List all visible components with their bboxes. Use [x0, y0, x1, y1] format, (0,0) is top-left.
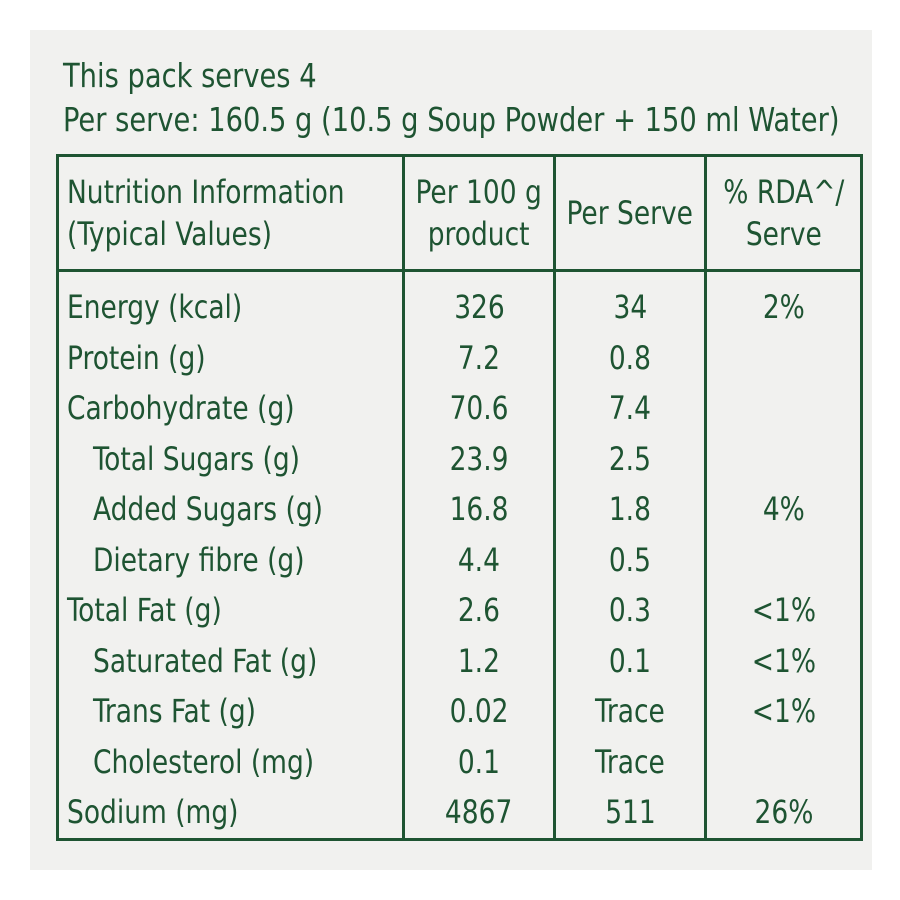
per-100g-value: 16.8	[449, 490, 509, 529]
per-serve-value: 1.8	[608, 490, 652, 529]
table-row-dietary-fibre: Dietary fibre (g) 4.4 0.5	[56, 534, 863, 585]
pack-serves-text: This pack serves 4	[63, 56, 317, 95]
nutrition-table: Nutrition Information (Typical Values) Pe…	[56, 154, 863, 841]
per-serve-value: 34	[613, 288, 647, 327]
rda-value: <1%	[751, 591, 816, 630]
rda-value: 4%	[762, 490, 805, 529]
per-100g-value: 70.6	[449, 389, 509, 428]
nutrient-name: Saturated Fat (g)	[93, 641, 318, 680]
rda-value: <1%	[751, 692, 816, 731]
per-serve-value: Trace	[595, 742, 665, 781]
nutrient-name: Total Sugars (g)	[93, 439, 300, 478]
table-header-row: Nutrition Information (Typical Values) Pe…	[56, 154, 863, 272]
per-100g-value: 4867	[445, 793, 513, 832]
per-serve-value: 0.8	[608, 338, 652, 377]
rda-value: 2%	[762, 288, 805, 327]
serving-info: This pack serves 4 Per serve: 160.5 g (1…	[63, 54, 840, 142]
per-serve-text: Per serve: 160.5 g (10.5 g Soup Powder +…	[63, 100, 840, 139]
nutrient-name: Energy (kcal)	[67, 288, 243, 327]
nutrient-name: Cholesterol (mg)	[93, 742, 315, 781]
table-row-sodium: Sodium (mg) 4867 511 26%	[56, 787, 863, 841]
table-row-protein: Protein (g) 7.2 0.8	[56, 332, 863, 383]
rda-value: 26%	[754, 793, 813, 832]
per-serve-value: 2.5	[608, 439, 652, 478]
per-serve-value: 0.5	[608, 540, 652, 579]
per-100g-value: 0.02	[449, 692, 509, 731]
per-100g-value: 1.2	[457, 641, 501, 680]
nutrient-name: Dietary fibre (g)	[93, 540, 305, 579]
table-row-total-fat: Total Fat (g) 2.6 0.3 <1%	[56, 585, 863, 636]
table-row-added-sugars: Added Sugars (g) 16.8 1.8 4%	[56, 484, 863, 535]
per-100g-value: 2.6	[457, 591, 501, 630]
nutrient-name: Protein (g)	[67, 338, 206, 377]
header-nutrition-information: Nutrition Information (Typical Values)	[56, 154, 405, 272]
per-100g-value: 0.1	[457, 742, 501, 781]
table-row-energy: Energy (kcal) 326 34 2%	[56, 270, 863, 333]
per-serve-value: 7.4	[608, 389, 652, 428]
per-100g-value: 4.4	[457, 540, 501, 579]
per-100g-value: 326	[453, 288, 505, 327]
header-per-100g: Per 100 g product	[402, 154, 556, 272]
rda-value: <1%	[751, 641, 816, 680]
nutrient-name: Sodium (mg)	[67, 793, 239, 832]
nutrient-name: Added Sugars (g)	[93, 490, 323, 529]
per-100g-value: 23.9	[449, 439, 509, 478]
per-serve-value: 511	[604, 793, 656, 832]
nutrient-name: Total Fat (g)	[67, 591, 222, 630]
table-row-total-sugars: Total Sugars (g) 23.9 2.5	[56, 433, 863, 484]
per-serve-value: Trace	[595, 692, 665, 731]
table-row-carbohydrate: Carbohydrate (g) 70.6 7.4	[56, 383, 863, 434]
nutrient-name: Trans Fat (g)	[93, 692, 256, 731]
header-per-serve: Per Serve	[553, 154, 707, 272]
per-100g-value: 7.2	[457, 338, 501, 377]
table-row-cholesterol: Cholesterol (mg) 0.1 Trace	[56, 736, 863, 787]
table-row-trans-fat: Trans Fat (g) 0.02 Trace <1%	[56, 686, 863, 737]
per-serve-value: 0.1	[608, 641, 652, 680]
per-serve-value: 0.3	[608, 591, 652, 630]
nutrient-name: Carbohydrate (g)	[67, 389, 295, 428]
table-row-saturated-fat: Saturated Fat (g) 1.2 0.1 <1%	[56, 635, 863, 686]
header-rda-serve: % RDA^/Serve	[704, 154, 863, 272]
